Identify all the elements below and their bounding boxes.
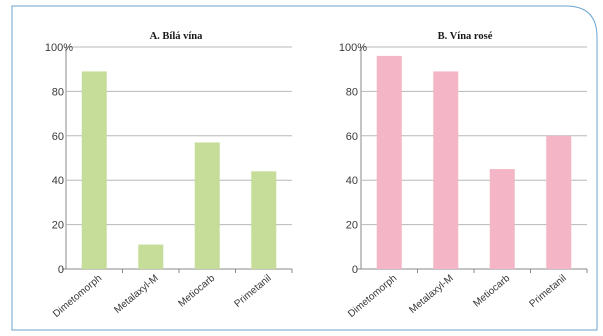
bar-metalaxyl-m	[433, 71, 459, 269]
y-tick-label: 100%	[339, 42, 367, 54]
bar-metiocarb	[489, 169, 515, 269]
bar-primetanil	[251, 171, 277, 269]
category-label: Metalaxyl-M	[112, 273, 160, 316]
bars-rose-wines	[376, 55, 572, 269]
y-tick-label: 40	[346, 175, 358, 187]
category-label: Primetanil	[233, 273, 274, 310]
category-label: Metiocarb	[176, 273, 217, 310]
bar-metalaxyl-m	[138, 244, 164, 269]
bar-dimetomorph	[81, 71, 107, 269]
y-tick-label: 20	[52, 220, 64, 232]
y-tick-label: 20	[346, 220, 358, 232]
category-label: Metalaxyl-M	[407, 273, 455, 316]
y-tick-label: 80	[52, 86, 64, 98]
bar-dimetomorph	[376, 55, 402, 269]
chart-title-white-wines: A. Bílá vína	[150, 31, 204, 42]
y-tick-label: 100%	[45, 42, 73, 54]
y-tick-label: 60	[52, 131, 64, 143]
x-axis-white-wines: Dimetomorph Metalaxyl-M Metiocarb Primetani…	[51, 273, 274, 320]
bar-primetanil	[546, 135, 572, 269]
y-tick-label: 0	[352, 264, 358, 276]
x-axis-rose-wines: Dimetomorph Metalaxyl-M Metiocarb Primetani…	[346, 273, 569, 320]
category-label: Primetanil	[528, 273, 569, 310]
category-label: Metiocarb	[471, 273, 512, 310]
category-label: Dimetomorph	[346, 273, 399, 320]
y-tick-label: 60	[346, 131, 358, 143]
figure-frame	[11, 5, 598, 331]
bars-white-wines	[81, 71, 277, 269]
category-label: Dimetomorph	[51, 273, 104, 320]
y-tick-label: 0	[58, 264, 64, 276]
chart-title-rose-wines: B. Vína rosé	[438, 31, 493, 42]
y-axis-white-wines: 0 20 40 60 80 100%	[45, 42, 73, 276]
y-tick-label: 80	[346, 86, 358, 98]
y-tick-label: 40	[52, 175, 64, 187]
bar-metiocarb	[194, 142, 220, 269]
y-axis-rose-wines: 0 20 40 60 80 100%	[339, 42, 367, 276]
